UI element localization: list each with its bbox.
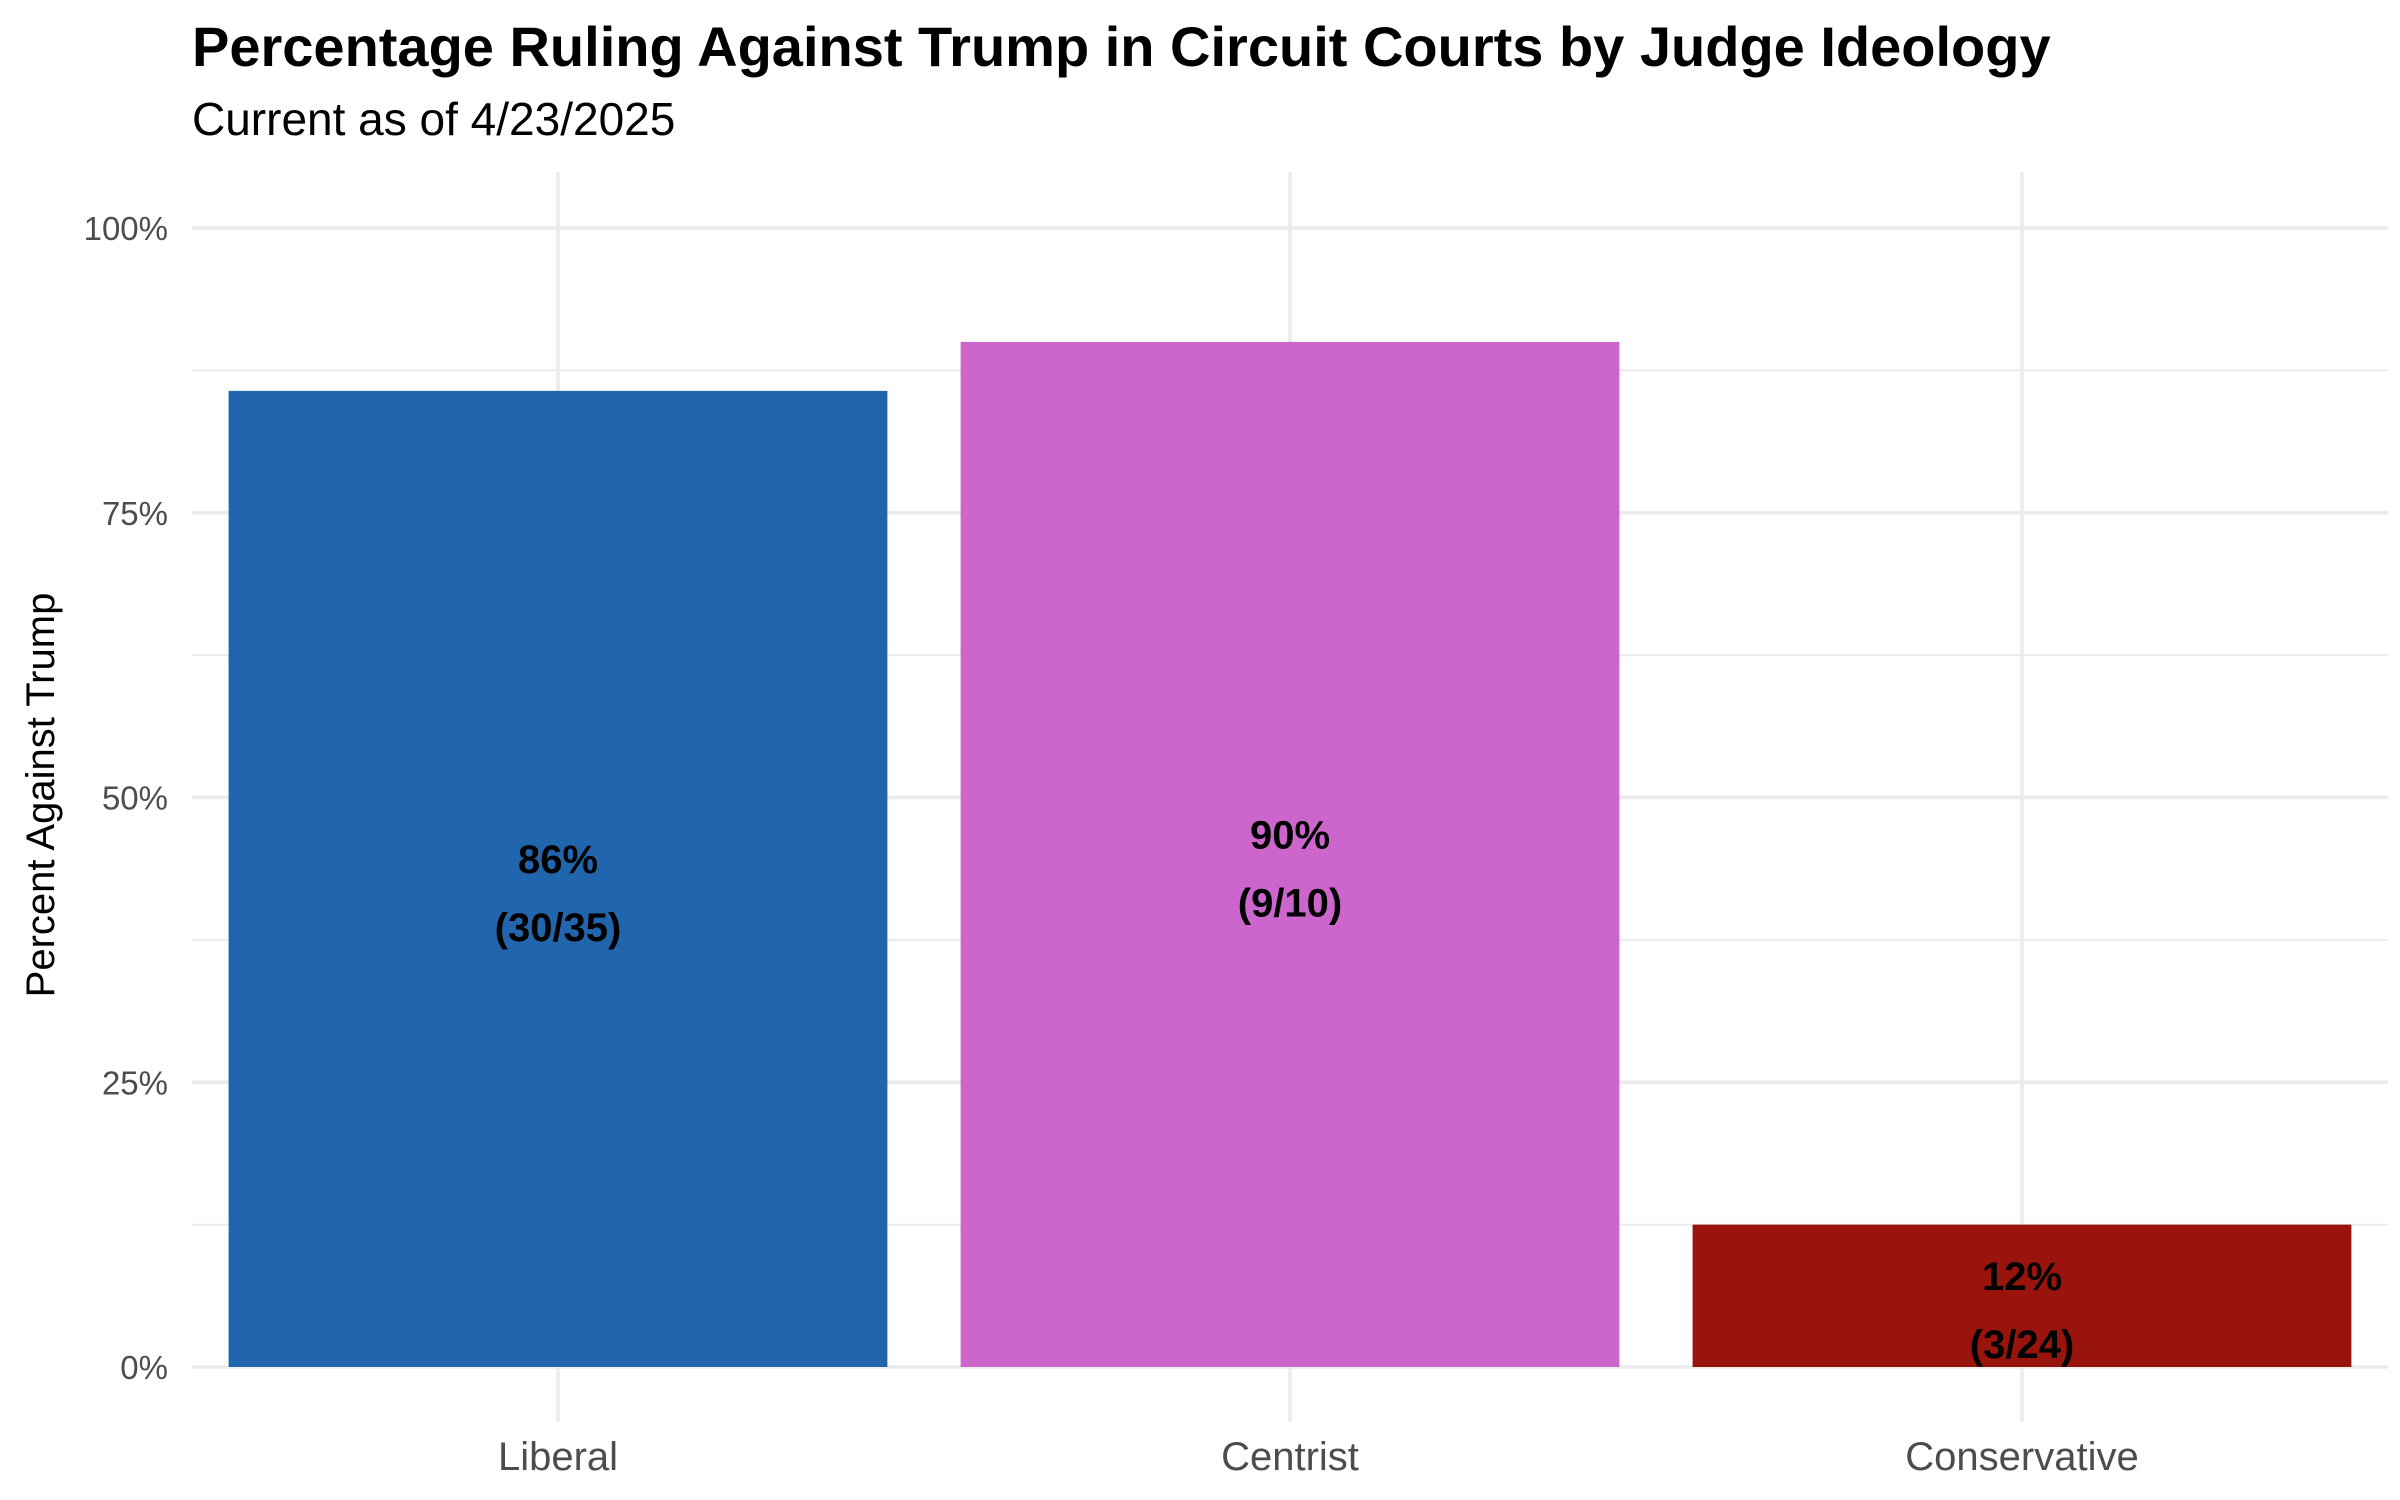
chart-subtitle: Current as of 4/23/2025 bbox=[192, 93, 676, 145]
x-tick-label: Centrist bbox=[1221, 1435, 1359, 1479]
x-axis: Liberal Centrist Conservative bbox=[498, 1435, 2139, 1479]
bar-percent-label: 86% bbox=[518, 838, 598, 882]
bars bbox=[228, 341, 2352, 1367]
bar-percent-label: 90% bbox=[1250, 813, 1330, 857]
y-tick-label: 0% bbox=[120, 1349, 168, 1386]
y-axis-title: Percent Against Trump bbox=[19, 593, 63, 998]
y-tick-label: 75% bbox=[102, 495, 168, 532]
bar-percent-label: 12% bbox=[1982, 1255, 2062, 1299]
bar-fraction-label: (3/24) bbox=[1970, 1323, 2075, 1367]
y-tick-label: 50% bbox=[102, 780, 168, 817]
x-tick-label: Conservative bbox=[1905, 1435, 2138, 1479]
bar-fraction-label: (9/10) bbox=[1238, 881, 1343, 925]
x-tick-label: Liberal bbox=[498, 1435, 618, 1479]
y-tick-label: 25% bbox=[102, 1064, 168, 1101]
bar-conservative bbox=[1692, 1224, 2352, 1367]
bar-liberal bbox=[228, 390, 888, 1367]
y-axis: 0% 25% 50% 75% 100% bbox=[84, 210, 168, 1386]
chart-title: Percentage Ruling Against Trump in Circu… bbox=[192, 15, 2051, 78]
bar-centrist bbox=[960, 341, 1620, 1367]
bar-fraction-label: (30/35) bbox=[495, 906, 622, 950]
y-tick-label: 100% bbox=[84, 210, 168, 247]
bar-data-labels: 86% (30/35) 90% (9/10) 12% (3/24) bbox=[495, 813, 2075, 1366]
